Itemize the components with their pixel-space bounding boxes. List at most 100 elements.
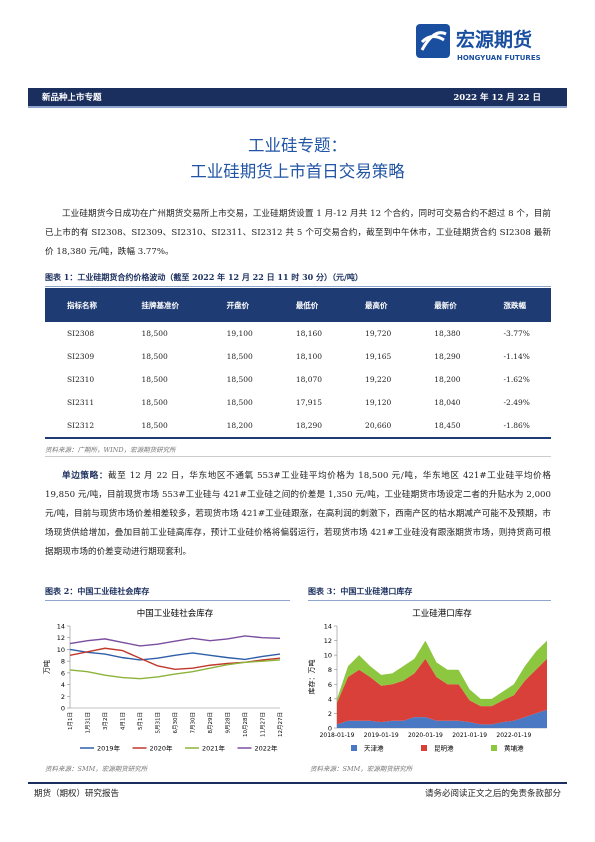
table-row: SI2312 18,500 18,200 18,290 20,660 18,450 -1.8… [45, 414, 551, 439]
chart-title: 工业硅港口库存 [412, 608, 472, 619]
table-cell: 18,200 [434, 375, 461, 384]
line [69, 659, 281, 680]
chart-title: 中国工业硅社会库存 [137, 608, 214, 619]
legend-swatch [421, 745, 427, 751]
y-tick-label: 10 [324, 652, 332, 660]
table-cell: 18,500 [141, 375, 168, 384]
table-cell: 18,500 [141, 329, 168, 338]
table-cell: 18,040 [434, 398, 461, 407]
strategy: 单边策略：截至 12 月 22 日，华东地区不通氧 553#工业硅平均价格为 1… [45, 467, 551, 562]
legend-label: 2020年 [150, 744, 174, 753]
section: 新品种上市专题 [42, 93, 102, 103]
line [69, 648, 281, 661]
brand: 宏源期货 [456, 28, 532, 51]
legend-label: 黄埔港 [504, 744, 524, 753]
y-tick-label: 14 [324, 623, 332, 631]
x-tick-label: 10月28日 [242, 712, 249, 737]
header-cell: 最低价 [273, 288, 344, 322]
table-cell: 19,220 [365, 375, 392, 384]
table-cell: 18,380 [434, 329, 461, 338]
y-axis-label: 万吨 [42, 660, 51, 674]
x-tick-label: 11月27日 [260, 712, 267, 737]
caption: 图表 2：中国工业硅社会库存 [45, 586, 290, 601]
table-cell: -2.49% [503, 398, 530, 407]
area [337, 658, 547, 725]
table-cell: 18,160 [295, 329, 323, 338]
y-tick-label: 4 [328, 695, 332, 703]
source: 资料来源：SMM，宏源期货研究所 [310, 765, 413, 773]
x-tick-label: 12月27日 [277, 712, 284, 737]
y-tick-label: 12 [57, 634, 65, 642]
header-cell: 挂牌基准价 [119, 288, 205, 322]
table-row: SI2310 18,500 18,500 18,070 19,220 18,200 -1.6… [45, 368, 551, 391]
y-tick-label: 12 [324, 637, 332, 645]
area [337, 640, 547, 707]
y-tick-label: 2 [61, 693, 65, 701]
table-cell: 18,290 [273, 414, 344, 439]
x-tick-label: 5月1日 [137, 712, 144, 730]
source: 资料来源：SMM，宏源期货研究所 [45, 765, 148, 773]
table-cell: -1.86% [481, 414, 551, 439]
table-cell: 18,450 [412, 414, 482, 439]
strategy-label: 单边策略： [62, 471, 109, 481]
line [69, 635, 281, 647]
title-line: 工业硅期货上市首日交易策略 [190, 162, 405, 181]
table-cell: -3.77% [503, 329, 530, 338]
table-cell: 18,500 [226, 375, 253, 384]
table-cell: 19,120 [365, 398, 392, 407]
table-row: SI2311 18,500 18,500 17,915 19,120 18,040 -2.4… [45, 391, 551, 414]
date: 2022 年 12 月 22 日 [453, 93, 541, 103]
price-table: 指标名称 挂牌基准价 开盘价 最低价 最高价 最新价 涨跌幅 SI2308 18,500 19,… [45, 288, 551, 439]
x-tick-label: 2018-01-19 [320, 732, 355, 739]
table-cell: 18,290 [434, 352, 461, 361]
intro: 工业硅期货今日成功在广州期货交易所上市交易，工业硅期货设置 1 月-12 月共 … [45, 209, 551, 257]
header-band: 新品种上市专题 2022 年 12 月 22 日 [28, 88, 567, 108]
area [337, 709, 547, 728]
table-cell: -1.62% [503, 375, 530, 384]
y-tick-label: 8 [61, 658, 65, 666]
x-tick-label: 3月2日 [102, 712, 109, 730]
y-tick-label: 4 [61, 681, 65, 689]
source: 资料来源：广期所，WIND，宏源期货研究所 [45, 446, 176, 454]
table-cell: -1.14% [503, 352, 530, 361]
legend-label: 天津港 [364, 744, 384, 753]
caption: 图表 1：工业硅期货合约价格波动（截至 2022 年 12 月 22 日 11 … [45, 272, 551, 287]
x-tick-label: 7月30日 [190, 712, 197, 734]
title-line: 工业硅专题： [248, 136, 347, 155]
x-tick-label: 2022-01-19 [496, 732, 531, 739]
table-cell: SI2311 [67, 398, 95, 407]
footer-line [28, 782, 567, 784]
strategy-text: 截至 12 月 22 日，华东地区不通氧 553#工业硅平均价格为 18,500… [45, 471, 551, 557]
x-tick-label: 2019-01-19 [364, 732, 399, 739]
table-cell: 18,070 [295, 375, 323, 384]
header-cell: 最高价 [343, 288, 413, 322]
x-tick-label: 2021-01-19 [452, 732, 487, 739]
table-cell: 19,720 [365, 329, 392, 338]
x-tick-label: 1月31日 [85, 712, 92, 734]
table-header: 指标名称 挂牌基准价 开盘价 最低价 最高价 最新价 涨跌幅 [45, 288, 551, 322]
table-cell: 18,200 [204, 414, 274, 439]
x-tick-label: 9月28日 [225, 712, 232, 734]
table-cell: 18,500 [141, 398, 168, 407]
table-cell: SI2312 [45, 414, 120, 439]
y-tick-label: 14 [57, 623, 65, 631]
table-row: SI2309 18,500 18,500 18,100 19,165 18,290 -1.1… [45, 345, 551, 368]
y-tick-label: 10 [57, 646, 65, 654]
legend-label: 昆明港 [434, 744, 454, 753]
table-cell: SI2308 [67, 329, 95, 338]
table-cell: SI2310 [67, 375, 95, 384]
x-tick-label: 8月29日 [207, 712, 214, 734]
y-tick-label: 2 [328, 710, 332, 718]
y-tick-label: 0 [61, 705, 65, 713]
y-tick-label: 6 [61, 669, 65, 677]
caption: 图表 3：中国工业硅港口库存 [308, 586, 551, 601]
table-cell: 19,100 [226, 329, 253, 338]
y-tick-label: 0 [328, 725, 332, 733]
table-cell: 20,660 [343, 414, 413, 439]
y-tick-label: 8 [328, 666, 332, 674]
legend-label: 2021年 [202, 744, 226, 753]
table-cell: 18,500 [226, 398, 253, 407]
